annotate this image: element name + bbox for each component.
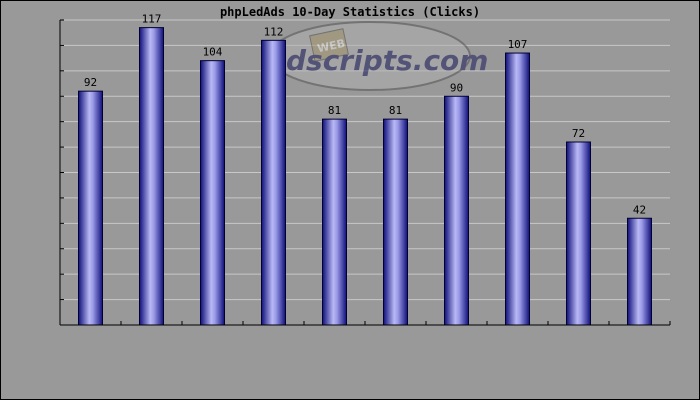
chart-title: phpLedAds 10-Day Statistics (Clicks)	[220, 5, 480, 19]
bar	[566, 141, 591, 326]
data-labels: 92 117 104 112 81 81 90 107 72 42	[84, 13, 646, 217]
bar-value-label: 104	[203, 46, 223, 59]
watermark-badge-text: WEB	[316, 37, 346, 56]
bar-value-label: 42	[633, 203, 646, 216]
bars	[78, 27, 652, 326]
watermark-badge	[309, 28, 349, 62]
bar	[627, 217, 652, 326]
bar-value-label: 117	[142, 13, 162, 26]
bar	[505, 52, 530, 326]
watermark-text: dscripts.com	[286, 44, 488, 77]
watermark-logo: WEB dscripts.com	[269, 21, 488, 91]
bar-value-label: 72	[572, 127, 585, 140]
bar	[261, 39, 286, 326]
bar	[444, 95, 469, 326]
bar	[78, 90, 103, 326]
bar	[139, 27, 164, 326]
bar-value-label: 107	[508, 38, 528, 51]
bar-value-label: 112	[264, 25, 284, 38]
bar	[322, 118, 347, 326]
bar-value-label: 92	[84, 76, 97, 89]
bar-value-label: 90	[450, 81, 463, 94]
axes	[59, 19, 671, 326]
bar-value-label: 81	[389, 104, 402, 117]
bar	[383, 118, 408, 326]
bar-value-label: 81	[328, 104, 341, 117]
bar	[200, 60, 225, 326]
